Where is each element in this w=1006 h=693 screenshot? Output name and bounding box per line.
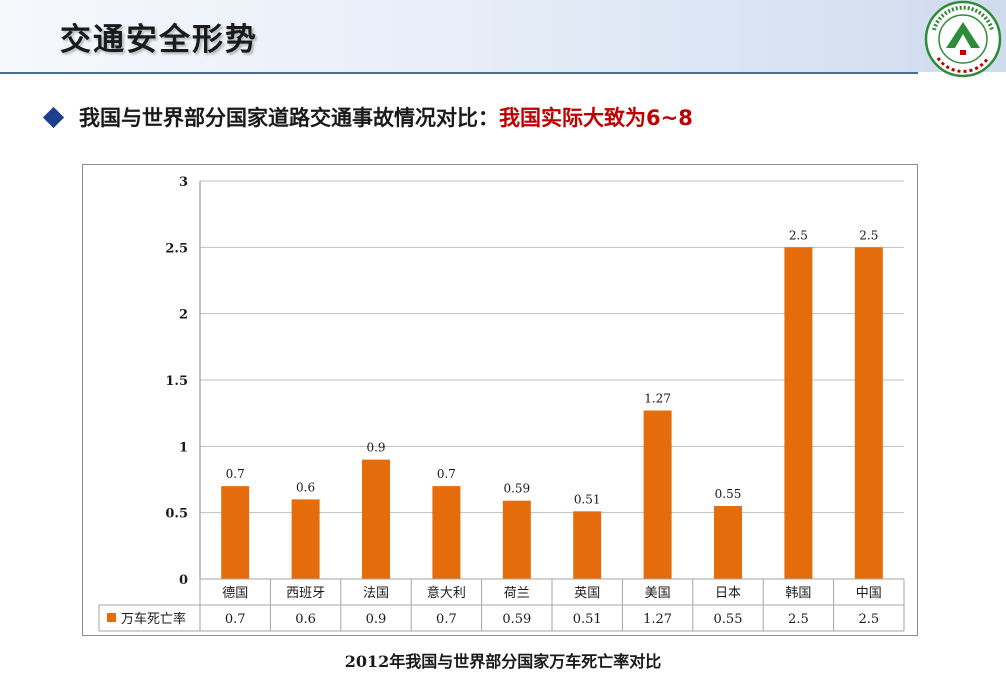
bar (854, 247, 883, 579)
y-tick-label: 2.5 (165, 241, 188, 256)
chart-caption: 2012年我国与世界部分国家万车死亡率对比 (344, 652, 662, 671)
data-label: 0.9 (366, 441, 385, 455)
data-label: 2.5 (859, 228, 878, 242)
data-label: 1.27 (644, 392, 671, 406)
header-rule (0, 72, 918, 74)
table-value: 1.27 (643, 612, 672, 627)
bullet-line: 我国与世界部分国家道路交通事故情况对比： 我国实际大致为6~8 (42, 100, 693, 134)
y-tick-label: 1.5 (165, 374, 188, 389)
bullet-highlight: 我国实际大致为6~8 (499, 106, 693, 130)
table-value: 2.5 (788, 612, 809, 627)
category-label: 德国 (222, 586, 248, 601)
data-label: 0.6 (296, 480, 315, 494)
category-label: 意大利 (427, 585, 466, 601)
table-value: 0.51 (573, 612, 602, 627)
bar (362, 459, 390, 579)
y-tick-label: 3 (179, 175, 188, 190)
bar (714, 506, 742, 579)
category-label: 韩国 (785, 586, 811, 601)
category-label: 中国 (856, 586, 882, 601)
category-label: 法国 (363, 586, 389, 601)
slide-header (0, 0, 1006, 72)
bar (221, 486, 250, 579)
data-label: 0.59 (503, 482, 530, 496)
table-value: 0.9 (366, 612, 387, 627)
category-label: 美国 (645, 586, 671, 601)
table-value: 0.55 (714, 612, 743, 627)
university-seal-icon (924, 0, 1002, 78)
category-label: 英国 (574, 586, 600, 601)
data-label: 0.51 (574, 492, 601, 506)
category-label: 荷兰 (504, 586, 530, 601)
bar (643, 410, 672, 579)
bar (784, 247, 813, 579)
table-value: 2.5 (858, 612, 879, 627)
category-label: 日本 (715, 586, 741, 601)
data-label: 0.7 (437, 467, 456, 481)
y-tick-label: 2 (179, 308, 188, 323)
bar (291, 499, 320, 579)
y-tick-label: 0.5 (165, 507, 188, 522)
bullet-text: 我国与世界部分国家道路交通事故情况对比： (79, 106, 499, 130)
legend-swatch (107, 613, 116, 622)
bar (432, 486, 461, 579)
bar (573, 511, 602, 579)
category-label: 西班牙 (286, 586, 325, 601)
table-value: 0.7 (436, 612, 457, 627)
table-value: 0.6 (295, 612, 316, 627)
data-label: 0.55 (715, 487, 742, 501)
data-label: 2.5 (789, 228, 808, 242)
table-value: 0.7 (225, 612, 246, 627)
legend-label: 万车死亡率 (121, 611, 186, 627)
slide-title: 交通安全形势 (60, 22, 258, 58)
bar-chart: 00.511.522.530.70.60.90.70.590.511.270.5… (98, 175, 905, 632)
y-tick-label: 0 (179, 573, 188, 588)
bar (502, 500, 531, 579)
y-tick-label: 1 (179, 440, 188, 455)
data-label: 0.7 (226, 467, 245, 481)
chart-frame: 0 0.5 1 1.5 2 2.5 3 0.7 0.6 0.9 0.7 0.59 0.51 1.27 0.5… (82, 164, 918, 636)
diamond-bullet-icon (42, 106, 65, 128)
table-value: 0.59 (502, 612, 531, 627)
